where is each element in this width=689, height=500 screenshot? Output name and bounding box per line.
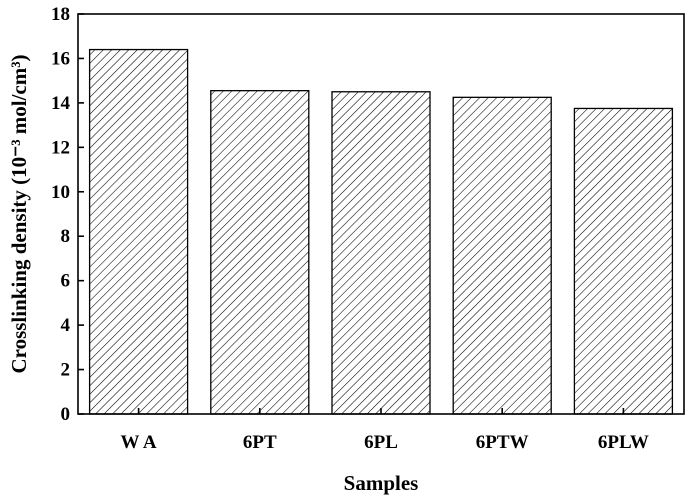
x-tick-label: 6PT (243, 432, 277, 453)
y-tick-label: 0 (61, 404, 71, 425)
bar-6pl (331, 91, 431, 415)
y-tick-label: 18 (51, 4, 70, 25)
x-axis-title: Samples (344, 471, 419, 495)
y-tick-label: 8 (61, 226, 71, 247)
bar-6pt (210, 90, 310, 415)
y-tick-label: 14 (51, 93, 71, 114)
bar-wa (88, 48, 189, 415)
y-tick-label: 2 (61, 360, 71, 381)
bars-group (88, 48, 674, 415)
y-tick-label: 10 (51, 182, 70, 203)
y-tick-label: 6 (61, 271, 71, 292)
x-tick-label: 6PTW (476, 432, 529, 453)
plot-frame (77, 13, 685, 415)
y-tick-label: 16 (51, 48, 70, 69)
y-axis-title: Crosslinking density (10⁻³ mol/cm³) (7, 54, 31, 373)
x-tick-label: 6PLW (598, 432, 649, 453)
x-tick-label: W A (121, 432, 157, 453)
bar-6plw (573, 107, 674, 415)
y-tick-label: 12 (51, 137, 70, 158)
bar-6ptw (452, 96, 552, 415)
y-axis-ticks: 0 2 4 6 8 10 12 14 16 18 (51, 4, 84, 425)
y-tick-label: 4 (61, 315, 71, 336)
x-axis-ticks: W A 6PT 6PL 6PTW 6PLW (121, 408, 649, 453)
x-tick-label: 6PL (364, 432, 398, 453)
